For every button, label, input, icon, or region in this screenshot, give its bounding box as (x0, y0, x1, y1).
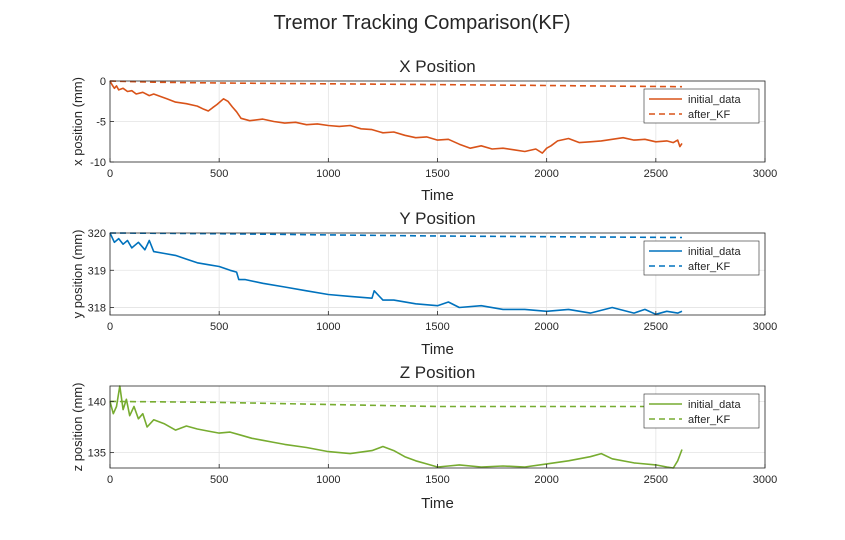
y-position-x-tick-label: 1000 (316, 321, 340, 333)
z-position-series (109, 385, 683, 469)
x-position-series (109, 80, 683, 154)
y-position-series (109, 232, 683, 316)
x-position-x-axis-label: Time (421, 187, 454, 204)
figure-title: Tremor Tracking Comparison(KF) (273, 12, 570, 34)
y-position-y-tick-label: 319 (88, 265, 106, 277)
x-position-x-tick-label: 2500 (644, 168, 668, 180)
x-position-title: X Position (399, 57, 476, 76)
x-position-legend-label-initial-data: initial_data (688, 94, 741, 106)
subplot-z-position: Z Position 0 500 1000 1500 2000 2500 3000 1401… (70, 363, 777, 512)
x-position-x-tick-label: 1500 (425, 168, 449, 180)
z-position-y-ticks: 140 135 (88, 396, 114, 460)
z-position-series-initial-data (109, 385, 683, 469)
z-position-x-tick-label: 0 (107, 474, 113, 486)
z-position-x-ticks: 0 500 1000 1500 2000 2500 3000 (107, 464, 777, 486)
y-position-series-initial-data (109, 232, 683, 316)
z-position-y-tick-label: 135 (88, 448, 106, 460)
x-position-x-tick-label: 2000 (534, 168, 558, 180)
x-position-legend-label-after-kf: after_KF (688, 109, 730, 121)
x-position-series-after-kf (109, 80, 683, 88)
z-position-x-axis-label: Time (421, 495, 454, 512)
x-position-x-tick-label: 3000 (753, 168, 777, 180)
y-position-x-tick-label: 1500 (425, 321, 449, 333)
x-position-y-tick-label: -10 (90, 157, 106, 169)
y-position-series-after-kf (109, 232, 683, 239)
y-position-x-tick-label: 500 (210, 321, 228, 333)
z-position-y-axis-label: z position (mm) (70, 383, 85, 472)
x-position-y-tick-label: -5 (96, 117, 106, 129)
z-position-title: Z Position (400, 363, 476, 382)
y-position-y-ticks: 320 319 318 (88, 228, 114, 315)
x-position-y-ticks: 0 -5 -10 (90, 76, 114, 169)
z-position-x-tick-label: 1000 (316, 474, 340, 486)
subplot-y-position: Y Position 0 500 1000 1500 2000 2500 3000 3203… (70, 209, 777, 358)
y-position-x-axis-label: Time (421, 341, 454, 358)
y-position-legend-label-initial-data: initial_data (688, 246, 741, 258)
y-position-y-tick-label: 320 (88, 228, 106, 240)
x-position-series-initial-data (109, 80, 683, 154)
y-position-x-tick-label: 2500 (644, 321, 668, 333)
y-position-legend: initial_data after_KF (643, 240, 760, 276)
z-position-x-tick-label: 2000 (534, 474, 558, 486)
z-position-legend-box (643, 393, 760, 429)
y-position-x-tick-label: 2000 (534, 321, 558, 333)
x-position-x-ticks: 0 500 1000 1500 2000 2500 3000 (107, 158, 777, 180)
x-position-x-tick-label: 500 (210, 168, 228, 180)
z-position-x-tick-label: 500 (210, 474, 228, 486)
y-position-legend-label-after-kf: after_KF (688, 261, 730, 273)
x-position-x-tick-label: 1000 (316, 168, 340, 180)
x-position-legend: initial_data after_KF (643, 88, 760, 124)
z-position-legend-label-initial-data: initial_data (688, 399, 741, 411)
z-position-x-tick-label: 3000 (753, 474, 777, 486)
subplot-x-position: X Position 0 500 1000 1500 2000 2500 3000 0 -5 -… (70, 57, 777, 204)
z-position-legend: initial_data after_KF (643, 393, 760, 429)
z-position-x-tick-label: 2500 (644, 474, 668, 486)
y-position-y-tick-label: 318 (88, 303, 106, 315)
y-position-title: Y Position (399, 209, 475, 228)
x-position-y-axis-label: x position (mm) (70, 77, 85, 166)
x-position-legend-box (643, 88, 760, 124)
y-position-legend-box (643, 240, 760, 276)
y-position-y-axis-label: y position (mm) (70, 230, 85, 319)
z-position-series-after-kf (109, 400, 682, 408)
y-position-x-tick-label: 0 (107, 321, 113, 333)
x-position-y-tick-label: 0 (100, 76, 106, 88)
y-position-x-ticks: 0 500 1000 1500 2000 2500 3000 (107, 311, 777, 333)
y-position-x-tick-label: 3000 (753, 321, 777, 333)
z-position-y-tick-label: 140 (88, 396, 106, 408)
z-position-x-tick-label: 1500 (425, 474, 449, 486)
z-position-legend-label-after-kf: after_KF (688, 414, 730, 426)
x-position-x-tick-label: 0 (107, 168, 113, 180)
